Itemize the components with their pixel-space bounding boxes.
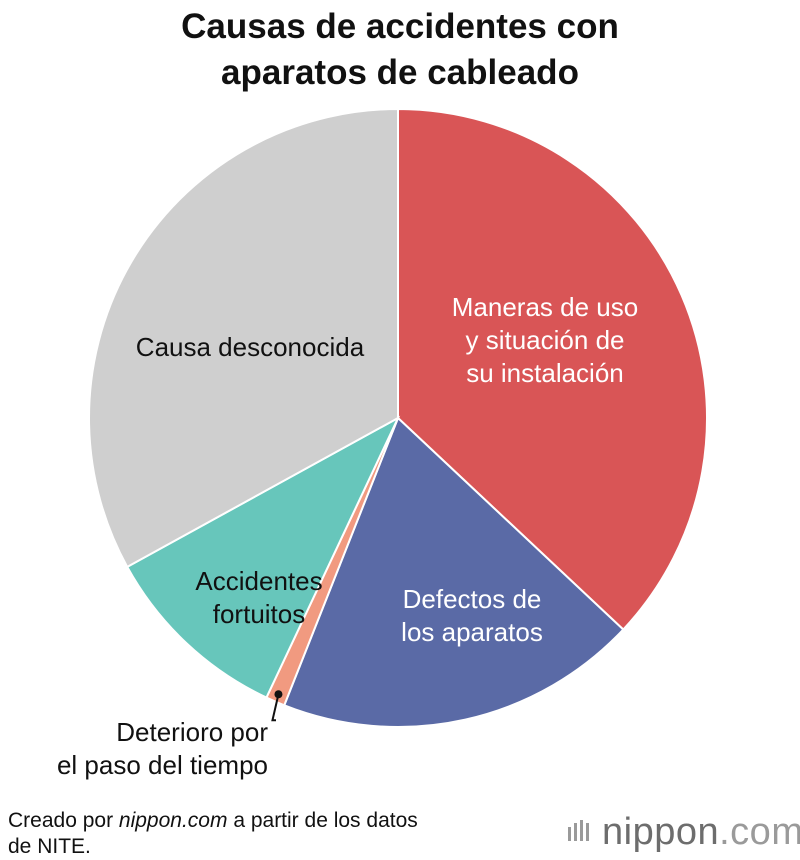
credit-suffix: a partir de los datos [227, 809, 418, 832]
pie-slice [397, 107, 708, 631]
logo-name: nippon [602, 810, 720, 853]
nippon-logo: nippon.com [566, 810, 800, 853]
chart-title: Causas de accidentes con aparatos de cab… [0, 4, 800, 96]
chart-title-line-1: Causas de accidentes con [181, 7, 619, 46]
source-credit: Creado por nippon.com a partir de los da… [8, 808, 418, 860]
slice-label: Deterioro por el paso del tiempo [57, 717, 268, 780]
callout-dot [274, 690, 283, 699]
credit-prefix: Creado por [8, 809, 119, 832]
callout-line [271, 694, 280, 722]
pie-slice [88, 107, 399, 569]
slice-label: Accidentes fortuitos [195, 566, 322, 629]
logo-suffix: .com [719, 810, 800, 853]
pie-chart: Maneras de uso y situación de su instalaci… [57, 107, 708, 780]
credit-site: nippon.com [118, 809, 228, 832]
chart-title-line-2: aparatos de cableado [221, 53, 579, 92]
slice-label: Maneras de uso y situación de su instalaci… [452, 292, 638, 388]
slice-label: Defectos de los aparatos [401, 584, 543, 647]
credit-line-2: de NITE. [8, 835, 91, 858]
nippon-bars-icon [568, 820, 589, 841]
pie-slice [282, 416, 625, 728]
slice-label: Causa desconocida [136, 332, 365, 362]
pie-slice [125, 415, 401, 699]
